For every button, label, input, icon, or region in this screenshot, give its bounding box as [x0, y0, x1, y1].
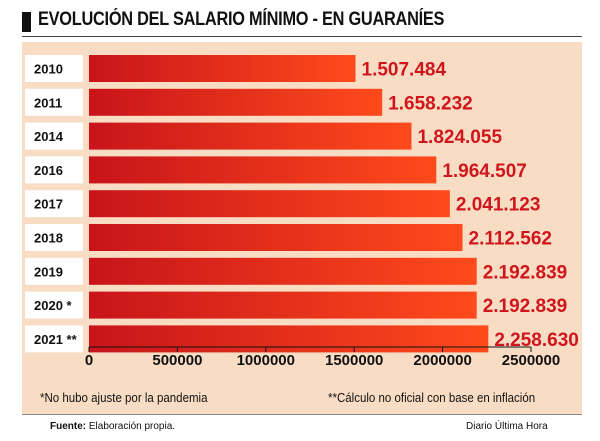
- year-label-box: [25, 88, 83, 116]
- x-tick-label: 2500000: [502, 352, 560, 369]
- bar-value-label: 1.507.484: [362, 60, 447, 81]
- bar: [89, 257, 477, 285]
- bar: [89, 325, 489, 353]
- year-label-box: [25, 122, 83, 150]
- bar: [89, 55, 356, 82]
- year-label-box: [25, 257, 83, 285]
- bar-value-label: 1.658.232: [388, 93, 473, 114]
- bar: [89, 291, 477, 319]
- bar: [89, 88, 383, 116]
- x-tick-label: 1000000: [237, 352, 295, 369]
- year-label-box: [25, 325, 83, 353]
- bar-value-label: 2.192.839: [483, 262, 568, 283]
- year-label: 2021 **: [34, 332, 78, 347]
- x-tick-label: 1500000: [325, 352, 383, 369]
- year-label-box: [25, 291, 83, 319]
- year-label: 2010: [34, 62, 63, 77]
- year-label: 2014: [34, 129, 64, 144]
- source-label: Fuente:: [50, 421, 87, 432]
- bar: [89, 224, 463, 251]
- year-label-box: [25, 190, 83, 218]
- x-tick-label: 500000: [152, 352, 202, 369]
- year-label: 2018: [34, 231, 63, 246]
- x-tick-label: 2000000: [413, 352, 471, 369]
- bar-value-label: 1.964.507: [442, 161, 527, 182]
- bar-chart: 2010 1.507.484 2011 1.658.232 2014 1.824.055 2…: [25, 55, 579, 369]
- footer-credit: Diario Última Hora: [466, 421, 548, 432]
- title-bar: EVOLUCIÓN DEL SALARIO MÍNIMO - EN GUARAN…: [22, 6, 582, 37]
- bar-value-label: 1.824.055: [417, 127, 502, 148]
- year-label: 2020 *: [34, 298, 73, 313]
- bar: [89, 122, 412, 150]
- chart-panel: 2010 1.507.484 2011 1.658.232 2014 1.824.055 2…: [22, 42, 582, 414]
- bar-value-label: 2.258.630: [494, 330, 579, 351]
- year-label: 2017: [34, 197, 63, 212]
- bottom-rule: [22, 414, 582, 415]
- year-label: 2019: [34, 264, 63, 279]
- year-label-box: [25, 55, 83, 82]
- note-inflation: **Cálculo no oficial con base en inflaci…: [328, 391, 536, 405]
- year-label-box: [25, 156, 83, 184]
- footer-source: Fuente: Elaboración propia.: [50, 421, 175, 432]
- x-tick-label: 0: [85, 352, 93, 369]
- bar-value-label: 2.112.562: [469, 229, 552, 250]
- bar: [89, 156, 437, 184]
- year-label: 2011: [34, 95, 62, 110]
- chart-title: EVOLUCIÓN DEL SALARIO MÍNIMO - EN GUARAN…: [38, 9, 445, 30]
- bar-value-label: 2.192.839: [483, 296, 568, 317]
- bar: [89, 190, 450, 218]
- note-pandemic: *No hubo ajuste por la pandemia: [40, 391, 208, 405]
- year-label-box: [25, 224, 83, 251]
- title-marker: [22, 12, 31, 32]
- source-text: Elaboración propia.: [88, 421, 176, 432]
- bar-value-label: 2.041.123: [456, 195, 541, 216]
- year-label: 2016: [34, 163, 63, 178]
